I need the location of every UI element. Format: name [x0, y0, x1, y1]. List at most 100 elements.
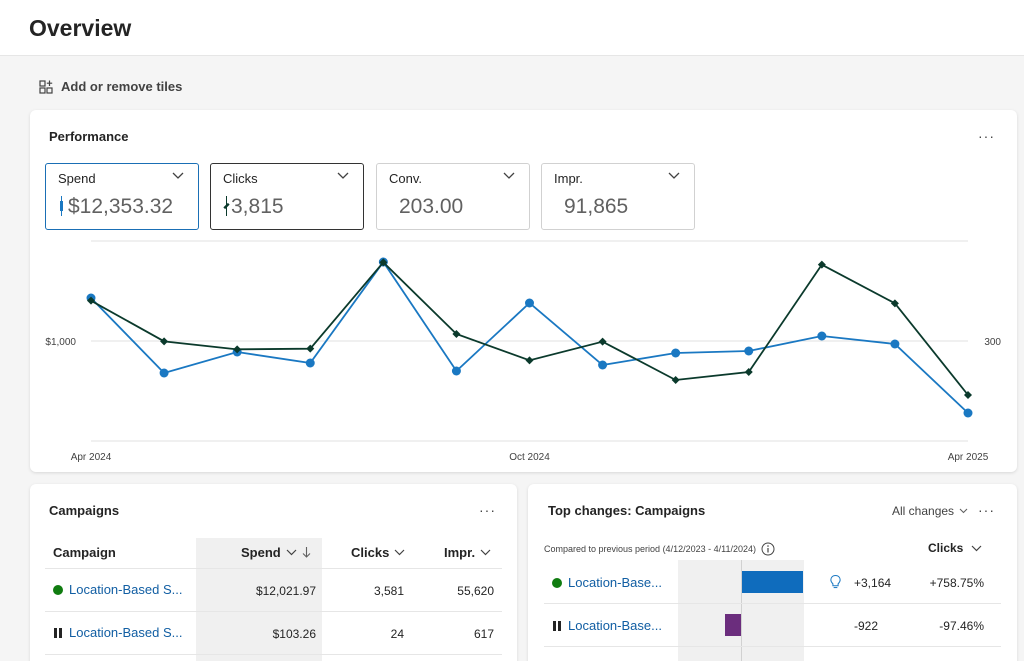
data-point-spend [525, 298, 534, 308]
data-point-spend [159, 368, 169, 378]
chevron-down-icon [394, 549, 405, 556]
metric-label: Spend [58, 171, 96, 186]
data-point-clicks [160, 337, 169, 346]
data-point-clicks [671, 376, 680, 384]
comparison-period-note: Compared to previous period (4/12/2023 -… [544, 542, 775, 556]
performance-more-button[interactable]: ··· [978, 128, 995, 144]
data-point-spend [817, 331, 827, 341]
campaign-name-cell[interactable]: Location-Base... [552, 618, 662, 633]
impressions-cell: 55,620 [457, 584, 494, 598]
data-point-clicks [233, 345, 242, 354]
data-point-clicks [817, 260, 826, 269]
data-point-spend [890, 339, 900, 349]
y-left-tick-label: $1,000 [45, 337, 76, 348]
data-point-clicks [744, 368, 753, 376]
data-point-clicks [598, 337, 607, 346]
data-point-spend [451, 366, 461, 376]
performance-title: Performance [49, 129, 129, 144]
change-percent-cell: +758.75% [929, 576, 984, 590]
campaign-name-cell[interactable]: Location-Based S... [53, 582, 182, 597]
chevron-down-icon [172, 172, 184, 179]
data-point-clicks [452, 330, 461, 338]
status-active-icon [53, 585, 63, 595]
column-header-campaign[interactable]: Campaign [53, 545, 116, 560]
y-right-tick-label: 300 [984, 337, 1001, 348]
chevron-down-icon [480, 549, 491, 556]
add-remove-tiles-label: Add or remove tiles [61, 79, 183, 94]
campaign-link[interactable]: Location-Base... [568, 618, 662, 633]
sorted-column-highlight [196, 538, 322, 661]
performance-chart: $1,000 300 Apr 2024 Oct 2024 Apr 2025 [45, 240, 1001, 463]
column-header-label: Campaign [53, 545, 116, 560]
top-changes-card: Top changes: Campaigns All changes ··· C… [528, 484, 1017, 661]
top-changes-more-button[interactable]: ··· [978, 502, 995, 518]
status-paused-icon [552, 621, 562, 631]
table-divider [544, 646, 1001, 647]
metric-clicks[interactable]: Clicks 3,815 [210, 163, 364, 230]
data-point-spend [744, 346, 754, 356]
campaign-name-cell[interactable]: Location-Base... [552, 575, 662, 590]
chevron-down-icon [971, 545, 982, 551]
metric-value: $12,353.32 [68, 195, 174, 218]
add-remove-tiles-button[interactable]: Add or remove tiles [39, 79, 182, 94]
column-header-label: Impr. [444, 545, 476, 560]
data-point-spend [671, 348, 681, 358]
series-line-spend [90, 260, 969, 414]
metric-selector-label: Clicks [928, 541, 964, 555]
change-value-cell: -922 [854, 619, 879, 633]
metric-impressions[interactable]: Impr. 91,865 [541, 163, 695, 230]
column-header-spend[interactable]: Spend [241, 545, 311, 560]
clicks-cell: 24 [390, 627, 404, 641]
chevron-down-icon [337, 172, 349, 179]
table-divider [45, 568, 502, 569]
series-line-clicks [90, 261, 969, 396]
filter-label: All changes [892, 504, 955, 518]
campaigns-more-button[interactable]: ··· [479, 502, 496, 518]
metric-value: 3,815 [231, 195, 284, 218]
chevron-down-icon [286, 549, 297, 556]
chevron-down-icon [959, 508, 968, 514]
lightbulb-icon[interactable] [829, 574, 842, 590]
impressions-cell: 617 [473, 627, 494, 641]
all-changes-filter[interactable]: All changes [892, 504, 968, 518]
x-tick-label: Apr 2024 [71, 452, 112, 463]
campaigns-title: Campaigns [49, 503, 120, 518]
status-active-icon [552, 578, 562, 588]
data-point-spend [305, 358, 315, 368]
campaigns-card: Campaigns ··· Campaign Spend Clicks Impr… [30, 484, 517, 661]
data-point-spend [598, 360, 608, 370]
metric-value: 91,865 [564, 195, 629, 218]
change-chart-baseline [741, 560, 742, 661]
spend-cell: $103.26 [272, 627, 316, 641]
table-divider [45, 654, 502, 655]
campaign-link[interactable]: Location-Based S... [69, 625, 183, 640]
metric-conversions[interactable]: Conv. 203.00 [376, 163, 530, 230]
metric-label: Impr. [554, 171, 583, 186]
column-header-label: Spend [241, 545, 281, 560]
top-changes-title: Top changes: Campaigns [548, 503, 706, 518]
table-divider [544, 603, 1001, 604]
campaign-name-cell[interactable]: Location-Based S... [53, 625, 182, 640]
metric-selector[interactable]: Clicks [928, 541, 982, 555]
change-value-cell: +3,164 [854, 576, 892, 590]
metric-label: Conv. [389, 171, 422, 186]
x-tick-label: Apr 2025 [948, 452, 989, 463]
change-bar-down [725, 614, 741, 636]
series-marker [60, 196, 63, 216]
performance-card: Performance ··· Spend $12,353.32 Clicks … [30, 110, 1017, 472]
change-bar-up [742, 571, 803, 593]
data-point-clicks [525, 356, 534, 365]
page-title: Overview [29, 15, 132, 41]
metric-value: 203.00 [399, 195, 464, 218]
column-header-clicks[interactable]: Clicks [351, 545, 405, 560]
chevron-down-icon [503, 172, 515, 179]
clicks-cell: 3,581 [373, 584, 404, 598]
x-tick-label: Oct 2024 [509, 452, 550, 463]
campaign-link[interactable]: Location-Based S... [69, 582, 183, 597]
campaign-link[interactable]: Location-Base... [568, 575, 662, 590]
info-icon[interactable] [761, 542, 775, 556]
spend-cell: $12,021.97 [255, 584, 316, 598]
page-header: Overview [0, 0, 1024, 56]
column-header-impressions[interactable]: Impr. [444, 545, 491, 560]
metric-spend[interactable]: Spend $12,353.32 [45, 163, 199, 230]
